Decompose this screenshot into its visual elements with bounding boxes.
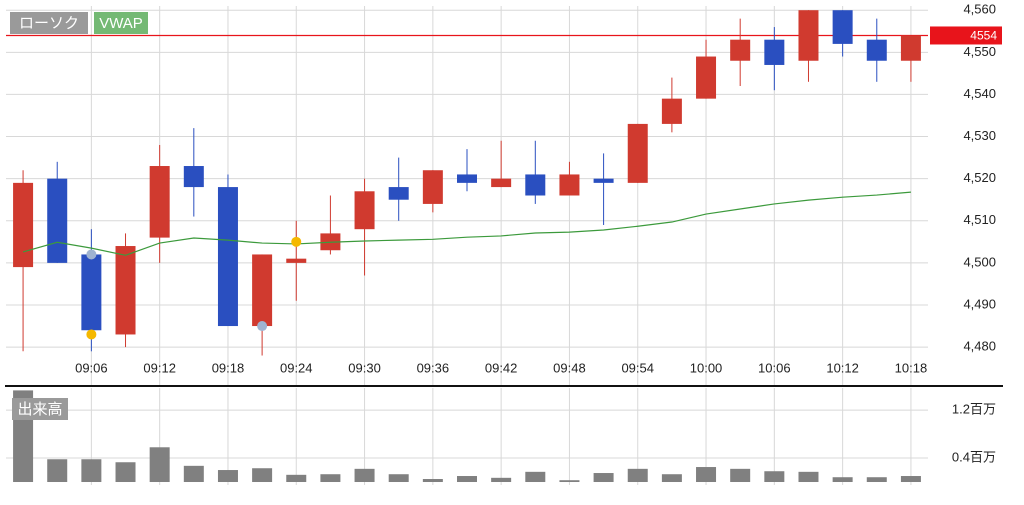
- panel-label: 出来高: [17, 401, 62, 418]
- x-tick-label: 09:48: [553, 360, 586, 375]
- volume-bar: [252, 468, 273, 483]
- x-tick-label: 09:36: [417, 360, 450, 375]
- candle-body: [525, 174, 546, 196]
- candle-body: [115, 246, 136, 335]
- volume-bar: [47, 459, 68, 483]
- y-tick-label: 1.2百万: [952, 402, 996, 417]
- candle-body: [627, 123, 648, 183]
- x-tick-label: 09:18: [212, 360, 245, 375]
- candle-body: [866, 39, 887, 61]
- current-price-label: 4554: [970, 29, 997, 43]
- volume-bar: [661, 474, 682, 483]
- marker: [86, 249, 97, 260]
- y-tick-label: 4,560: [963, 2, 996, 17]
- candle-body: [422, 170, 443, 204]
- candle-body: [559, 174, 580, 196]
- candle-body: [149, 166, 170, 238]
- candle-body: [798, 10, 819, 61]
- volume-bar: [422, 479, 443, 483]
- candle-body: [47, 178, 68, 263]
- volume-bar: [491, 477, 512, 483]
- volume-bar: [627, 468, 648, 483]
- current-price-box: [930, 26, 1002, 45]
- marker: [257, 321, 268, 332]
- candle-body: [730, 39, 751, 61]
- x-tick-label: 09:30: [348, 360, 381, 375]
- candle-body: [81, 254, 102, 331]
- candle-body: [183, 166, 204, 188]
- volume-bar: [217, 470, 238, 483]
- y-tick-label: 4,540: [963, 86, 996, 101]
- legend-button[interactable]: [10, 12, 88, 34]
- volume-bar: [900, 476, 921, 483]
- x-tick-label: 09:12: [143, 360, 176, 375]
- marker: [86, 329, 97, 340]
- panel-label-box: [12, 398, 68, 420]
- x-tick-label: 09:54: [621, 360, 654, 375]
- volume-bar: [593, 473, 614, 483]
- y-tick-label: 4,520: [963, 170, 996, 185]
- candle-body: [696, 56, 717, 99]
- candle-body: [832, 10, 853, 44]
- volume-bar: [696, 467, 717, 483]
- volume-bar: [183, 465, 204, 483]
- x-tick-label: 09:24: [280, 360, 313, 375]
- candle-body: [286, 258, 307, 263]
- y-tick-label: 4,480: [963, 339, 996, 354]
- volume-bar: [525, 471, 546, 483]
- volume-bar: [866, 477, 887, 483]
- volume-bar: [286, 474, 307, 483]
- y-tick-label: 4,490: [963, 296, 996, 311]
- x-tick-label: 10:00: [690, 360, 723, 375]
- legend-button[interactable]: [94, 12, 148, 34]
- volume-bar: [81, 459, 102, 483]
- candle-body: [900, 35, 921, 61]
- volume-bar: [559, 480, 580, 483]
- candle-body: [491, 178, 512, 188]
- y-tick-label: 4,500: [963, 254, 996, 269]
- candle-body: [457, 174, 477, 183]
- volume-bar: [457, 476, 477, 483]
- marker: [291, 236, 302, 247]
- candle-body: [661, 98, 682, 124]
- volume-bar: [798, 471, 819, 483]
- y-tick-label: 4,550: [963, 44, 996, 59]
- candle-body: [217, 187, 238, 327]
- volume-bar: [764, 471, 785, 483]
- candle-body: [764, 39, 785, 65]
- volume-bar: [388, 474, 409, 483]
- y-tick-label: 0.4百万: [952, 449, 996, 464]
- volume-bar: [320, 474, 341, 483]
- x-tick-label: 10:12: [826, 360, 859, 375]
- y-tick-label: 4,530: [963, 128, 996, 143]
- volume-bar: [354, 468, 375, 483]
- volume-bar: [149, 447, 170, 483]
- x-tick-label: 10:06: [758, 360, 791, 375]
- x-tick-label: 10:18: [895, 360, 928, 375]
- x-tick-label: 09:42: [485, 360, 518, 375]
- vwap-line: [22, 191, 911, 256]
- candle-body: [13, 182, 34, 268]
- candle-body: [354, 191, 375, 230]
- candle-body: [388, 187, 409, 200]
- y-tick-label: 4,510: [963, 212, 996, 227]
- legend-label: ローソク: [19, 15, 79, 32]
- volume-bar: [730, 468, 751, 483]
- volume-bar: [832, 477, 853, 483]
- legend-label: VWAP: [99, 15, 143, 32]
- volume-bar: [115, 462, 136, 483]
- x-tick-label: 09:06: [75, 360, 108, 375]
- candle-body: [593, 178, 614, 183]
- candle-body: [252, 254, 273, 327]
